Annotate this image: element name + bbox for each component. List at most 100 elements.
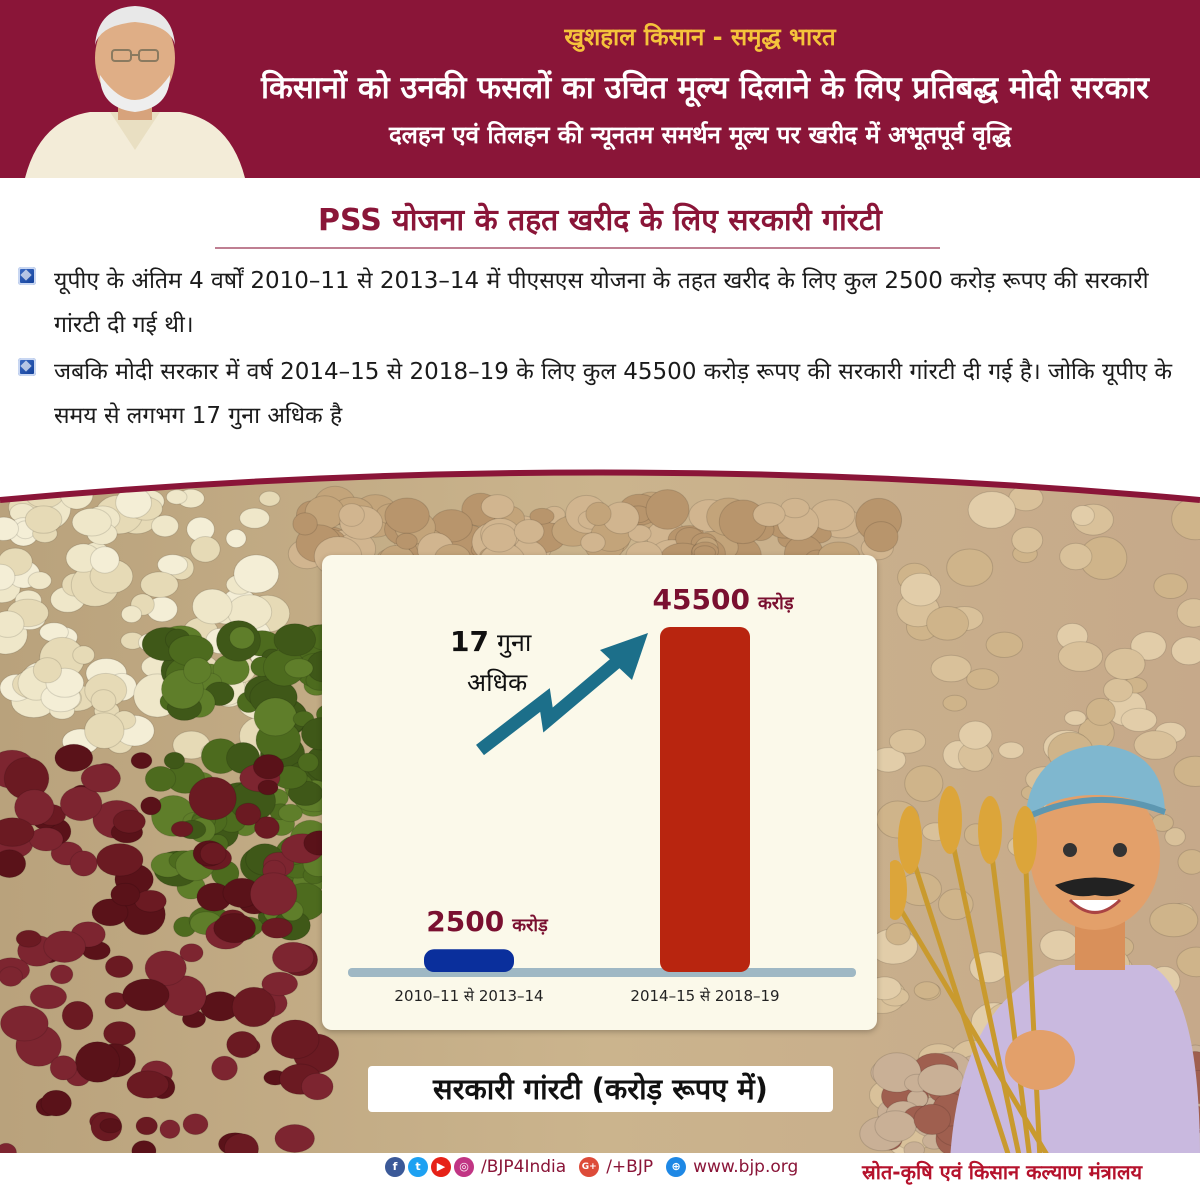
grain-shape xyxy=(1164,827,1186,847)
social-handle[interactable]: /BJP4India xyxy=(481,1157,567,1177)
grain-shape xyxy=(235,802,262,826)
grain-shape xyxy=(529,507,555,525)
grain-shape xyxy=(863,521,899,553)
grain-shape xyxy=(226,1030,259,1059)
grain-shape xyxy=(231,986,276,1028)
source-credit: स्रोत-कृषि एवं किसान कल्याण मंत्रालय xyxy=(862,1160,1143,1184)
grain-shape xyxy=(958,720,993,750)
grain-shape xyxy=(1153,573,1188,600)
twitter-icon[interactable]: t xyxy=(408,1157,428,1177)
grain-shape xyxy=(1173,755,1200,787)
grain-shape xyxy=(297,752,320,773)
grain-shape xyxy=(229,626,255,650)
grain-shape xyxy=(74,1041,121,1083)
farmer-illustration xyxy=(890,745,1200,1160)
grain-shape xyxy=(15,929,42,948)
grain-shape xyxy=(43,930,86,964)
chart-title: सरकारी गांरटी (करोड़ रूपए में) xyxy=(368,1066,833,1112)
data-label-unit: करोड़ xyxy=(512,915,548,937)
facebook-icon[interactable]: f xyxy=(385,1157,405,1177)
globe-icon[interactable]: ⊕ xyxy=(666,1157,687,1177)
grain-shape xyxy=(140,796,162,816)
grain-shape xyxy=(144,950,187,987)
grain-shape xyxy=(292,512,318,536)
grain-shape xyxy=(261,971,299,997)
youtube-icon[interactable]: ▶ xyxy=(431,1157,451,1177)
grain-shape xyxy=(151,514,179,538)
grain-shape xyxy=(0,1142,17,1155)
grain-shape xyxy=(261,917,293,939)
grain-shape xyxy=(1057,641,1104,672)
grain-shape xyxy=(91,898,129,927)
grain-shape xyxy=(888,728,927,754)
grain-shape xyxy=(27,571,52,590)
grain-shape xyxy=(254,816,280,840)
grain-shape xyxy=(163,751,186,770)
grain-shape xyxy=(580,532,606,553)
grain-shape xyxy=(1177,849,1200,875)
grain-shape xyxy=(885,922,911,946)
leader-portrait xyxy=(25,6,245,178)
grain-shape xyxy=(0,849,27,879)
grain-shape xyxy=(284,658,314,679)
instagram-icon[interactable]: ◎ xyxy=(454,1157,474,1177)
subheadline: दलहन एवं तिलहन की न्यूनतम समर्थन मूल्य प… xyxy=(388,121,1012,149)
bar-0 xyxy=(424,949,514,972)
x-tick-label: 2010–11 से 2013–14 xyxy=(394,987,544,1005)
grain-shape xyxy=(585,501,612,527)
grain-shape xyxy=(257,779,279,796)
growth-arrow-head xyxy=(600,633,648,680)
grain-shape xyxy=(131,1140,157,1155)
grain-shape xyxy=(513,519,545,544)
data-label: 2500 करोड़ xyxy=(426,905,547,938)
grain-shape xyxy=(249,872,298,917)
chart-card xyxy=(322,555,877,1030)
grain-shape xyxy=(130,752,153,770)
grain-shape xyxy=(627,524,652,543)
grain-shape xyxy=(1133,730,1178,760)
grain-shape xyxy=(1171,636,1200,666)
grain-shape xyxy=(278,803,303,823)
grain-shape xyxy=(239,507,271,529)
tagline: खुशहाल किसान - समृद्ध भारत xyxy=(564,23,836,51)
grain-shape xyxy=(1064,710,1087,726)
website-link[interactable]: www.bjp.org xyxy=(693,1157,799,1177)
grain-shape xyxy=(273,623,317,657)
grain-shape xyxy=(225,528,247,549)
grain-shape xyxy=(274,1124,316,1153)
data-label-unit: करोड़ xyxy=(757,593,794,614)
grain-shape xyxy=(61,1000,94,1031)
grain-shape xyxy=(252,754,285,780)
x-tick-label: 2014–15 से 2018–19 xyxy=(630,987,780,1005)
growth-unit: गुना xyxy=(496,628,532,657)
grain-shape xyxy=(926,606,970,641)
grain-shape xyxy=(0,516,19,541)
grain-shape xyxy=(930,654,972,683)
grain-shape xyxy=(54,743,94,772)
grain-shape xyxy=(122,978,170,1012)
grain-shape xyxy=(985,631,1024,659)
grain-shape xyxy=(942,694,968,712)
grain-shape xyxy=(99,1118,123,1134)
grain-shape xyxy=(120,605,143,624)
grain-shape xyxy=(190,536,221,563)
grain-shape xyxy=(1130,631,1167,661)
grain-shape xyxy=(1120,707,1158,732)
grain-shape xyxy=(211,1055,238,1081)
bullet-text: यूपीए के अंतिम 4 वर्षों 2010–11 से 2013–… xyxy=(54,268,1149,338)
grain-shape xyxy=(182,1113,209,1136)
google-plus-icon[interactable]: G+ xyxy=(579,1157,600,1177)
social-links: f t ▶ ◎ /BJP4India G+ /+BJP ⊕ www.bjp.or… xyxy=(385,1157,808,1177)
grain-shape xyxy=(157,554,189,576)
grain-shape xyxy=(1059,542,1093,571)
google-plus-handle[interactable]: /+BJP xyxy=(606,1157,654,1177)
grain-shape xyxy=(179,943,204,963)
grain-shape xyxy=(1011,526,1044,554)
grain-shape xyxy=(1176,598,1200,628)
grain-shape xyxy=(0,966,23,987)
data-label-value: 45500 xyxy=(652,583,750,616)
bullet-text: जबकि मोदी सरकार में वर्ष 2014–15 से 2018… xyxy=(54,359,1173,429)
data-label: 45500 करोड़ xyxy=(653,583,794,616)
grain-shape xyxy=(966,668,1000,691)
